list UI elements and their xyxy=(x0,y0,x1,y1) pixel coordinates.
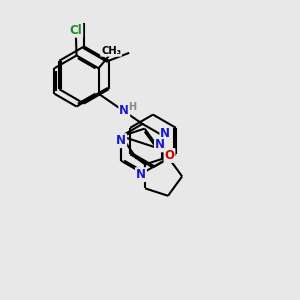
Text: H: H xyxy=(129,102,137,112)
Text: O: O xyxy=(164,149,175,162)
Text: N: N xyxy=(116,134,126,147)
Text: N: N xyxy=(155,138,165,152)
Text: CH₃: CH₃ xyxy=(101,46,121,56)
Text: Cl: Cl xyxy=(70,24,82,37)
Text: N: N xyxy=(160,127,170,140)
Text: N: N xyxy=(119,104,129,117)
Text: N: N xyxy=(136,168,146,181)
